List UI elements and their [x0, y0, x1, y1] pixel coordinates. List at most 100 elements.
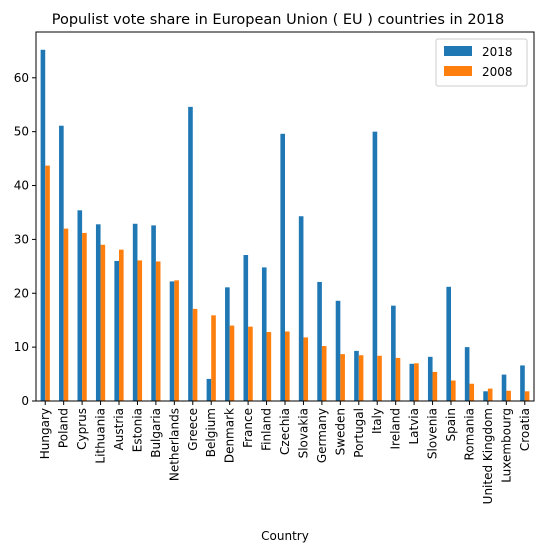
x-axis: Hungary Poland Cyprus Lithuania Austria Eston… — [38, 401, 532, 504]
bar-2008-cyprus — [82, 232, 87, 401]
legend-label-2008: 2008 — [482, 65, 513, 79]
bar-2008-estonia — [137, 260, 143, 401]
bar-2008-portugal — [358, 355, 364, 401]
bar-2018-spain — [446, 286, 451, 401]
bar-2008-united-kingdom — [487, 388, 493, 401]
chart-title: Populist vote share in European Union ( … — [52, 12, 505, 28]
bar-2008-greece — [192, 308, 198, 401]
bar-2018-belgium — [206, 378, 212, 401]
x-tick-label-hungary: Hungary — [38, 408, 52, 459]
bar-2018-austria — [114, 260, 119, 401]
bar-2018-bulgaria — [151, 225, 156, 401]
y-tick-label-50: 50 — [14, 125, 29, 139]
bar-2008-austria — [119, 249, 124, 401]
bar-2018-netherlands — [169, 281, 175, 401]
legend-swatch-2018 — [444, 46, 472, 56]
x-tick-label-latvia: Latvia — [407, 408, 421, 445]
x-tick-label-bulgaria: Bulgaria — [149, 408, 163, 458]
bar-2018-germany — [317, 281, 322, 401]
y-tick-label-30: 30 — [14, 232, 29, 246]
y-axis: 0 10 20 30 40 50 60 — [14, 71, 36, 408]
y-tick-label-40: 40 — [14, 179, 29, 193]
bar-2008-sweden — [340, 354, 345, 401]
bar-2018-croatia — [520, 365, 525, 401]
bar-2018-hungary — [40, 49, 46, 401]
bar-2018-denmark — [225, 287, 230, 401]
bar-2018-czechia — [280, 133, 285, 401]
bar-2018-cyprus — [77, 210, 83, 401]
x-tick-label-belgium: Belgium — [204, 408, 218, 457]
bar-2008-italy — [377, 355, 382, 401]
x-tick-label-italy: Italy — [370, 408, 384, 434]
x-tick-label-sweden: Sweden — [333, 408, 347, 455]
x-tick-label-lithuania: Lithuania — [94, 408, 108, 464]
bar-2018-estonia — [132, 223, 138, 401]
legend-swatch-2008 — [444, 66, 472, 76]
bar-2018-romania — [464, 347, 470, 401]
bar-2018-italy — [372, 131, 378, 402]
bar-2018-luxembourg — [501, 374, 507, 401]
x-tick-label-united-kingdom: United Kingdom — [481, 408, 495, 504]
bar-2018-poland — [59, 125, 64, 401]
bar-2008-latvia — [414, 363, 419, 401]
bar-2018-lithuania — [95, 224, 101, 401]
x-tick-label-slovenia: Slovenia — [426, 408, 440, 459]
x-tick-label-austria: Austria — [112, 408, 126, 450]
x-tick-label-france: France — [241, 408, 255, 448]
bar-2008-luxembourg — [506, 390, 511, 401]
x-tick-label-greece: Greece — [186, 408, 200, 451]
x-tick-label-germany: Germany — [315, 408, 329, 463]
x-tick-label-netherlands: Netherlands — [167, 408, 181, 481]
bar-2018-portugal — [354, 350, 359, 401]
x-tick-label-romania: Romania — [462, 408, 476, 460]
bar-2008-finland — [266, 332, 272, 401]
bar-2008-netherlands — [174, 280, 179, 401]
x-tick-label-luxembourg: Luxembourg — [499, 408, 513, 483]
y-tick-label-20: 20 — [14, 286, 29, 300]
bar-2008-spain — [451, 380, 456, 401]
x-tick-label-denmark: Denmark — [223, 408, 237, 463]
bars-group — [40, 49, 530, 402]
legend-label-2018: 2018 — [482, 45, 513, 59]
bar-2008-ireland — [395, 357, 401, 401]
bar-2008-croatia — [524, 391, 530, 401]
x-tick-label-ireland: Ireland — [389, 408, 403, 450]
bar-2018-sweden — [335, 300, 341, 401]
x-tick-label-poland: Poland — [57, 408, 71, 448]
x-tick-label-slovakia: Slovakia — [296, 408, 310, 458]
y-tick-label-0: 0 — [21, 394, 29, 408]
bar-2018-slovakia — [298, 216, 304, 401]
bar-2008-france — [248, 326, 253, 401]
legend: 2018 2008 — [435, 38, 528, 87]
bar-2008-lithuania — [100, 244, 106, 401]
bar-2008-hungary — [45, 165, 50, 401]
bar-2008-germany — [321, 346, 327, 401]
x-tick-label-spain: Spain — [444, 408, 458, 442]
x-tick-label-estonia: Estonia — [130, 408, 144, 452]
x-tick-label-cyprus: Cyprus — [75, 408, 89, 450]
bar-2008-czechia — [285, 331, 290, 401]
bar-2008-belgium — [211, 315, 216, 401]
x-tick-label-portugal: Portugal — [352, 408, 366, 458]
bar-2008-poland — [63, 228, 69, 401]
bar-2008-slovenia — [432, 371, 438, 401]
x-axis-label: Country — [261, 529, 309, 543]
x-tick-label-finland: Finland — [260, 408, 274, 451]
bar-2018-latvia — [409, 363, 415, 401]
x-tick-label-croatia: Croatia — [518, 408, 532, 451]
plot-frame — [35, 31, 535, 402]
bar-2008-bulgaria — [155, 261, 161, 401]
bar-2018-ireland — [391, 305, 396, 401]
bar-2018-france — [243, 255, 249, 401]
bar-2018-finland — [261, 267, 267, 401]
bar-2018-greece — [188, 106, 193, 401]
bar-2008-slovakia — [303, 337, 309, 401]
bar-2018-united-kingdom — [483, 391, 488, 401]
y-tick-label-60: 60 — [14, 71, 29, 85]
bar-2008-denmark — [229, 325, 235, 401]
x-tick-label-czechia: Czechia — [278, 408, 292, 455]
bar-2018-slovenia — [427, 356, 433, 401]
y-tick-label-10: 10 — [14, 340, 29, 354]
bar-2008-romania — [469, 383, 475, 401]
